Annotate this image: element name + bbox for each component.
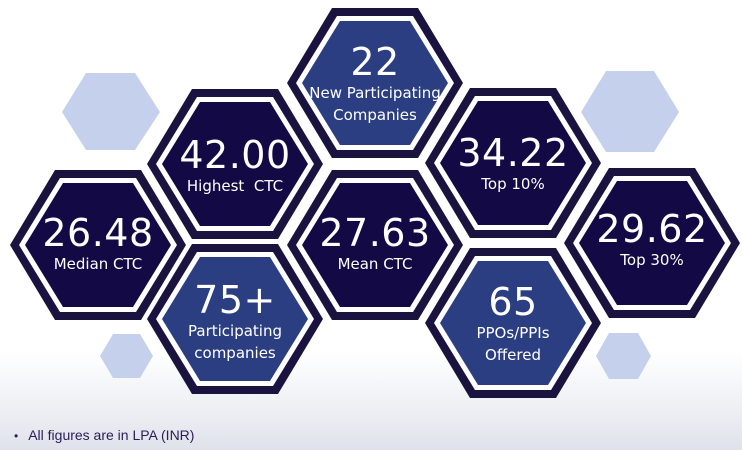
hexagon-highest-ctc — [147, 89, 323, 239]
stat-value: 65 — [488, 280, 538, 325]
stat-label-line: PPOs/PPIs — [476, 324, 550, 343]
stat-median-ctc: 26.48 Median CTC — [25, 200, 171, 290]
bullet-icon: • — [14, 429, 19, 443]
stat-label-line: Participating — [188, 322, 282, 341]
stat-label-line: Mean CTC — [337, 255, 413, 274]
stat-top30: 29.62 Top 30% — [579, 196, 725, 286]
decorative-hexagon — [62, 73, 160, 150]
hexagon-top10 — [425, 88, 601, 238]
hexagon-new-companies — [287, 8, 463, 158]
stat-value: 29.62 — [596, 207, 708, 252]
stat-value: 75+ — [194, 278, 276, 323]
decorative-hexagon — [581, 71, 679, 152]
stat-label-line: Highest CTC — [186, 177, 284, 196]
stat-label-line: Companies — [333, 105, 417, 124]
hexagon-participating — [147, 244, 323, 394]
footnote: • All figures are in LPA (INR) — [14, 427, 194, 443]
stat-new-companies: 22 New Participating Companies — [302, 30, 448, 140]
stat-participating: 75+ Participating companies — [162, 268, 308, 378]
stat-value: 22 — [350, 40, 400, 85]
stat-label-line: Top 30% — [620, 251, 684, 270]
stat-mean-ctc: 27.63 Mean CTC — [302, 200, 448, 290]
stat-label-line: Top 10% — [481, 175, 545, 194]
hexagon-ppos — [425, 248, 601, 398]
stat-value: 42.00 — [179, 133, 291, 178]
decorative-hexagon — [100, 334, 153, 378]
hexagon-mean-ctc — [287, 170, 463, 320]
stat-highest-ctc: 42.00 Highest CTC — [162, 122, 308, 212]
stat-label-line: companies — [194, 343, 276, 362]
stat-ppos: 65 PPOs/PPIs Offered — [440, 270, 586, 380]
stat-label-line: Median CTC — [53, 255, 143, 274]
stat-top10: 34.22 Top 10% — [440, 120, 586, 210]
stat-value: 27.63 — [319, 211, 431, 256]
hexagon-top30 — [564, 168, 740, 318]
stat-value: 26.48 — [42, 211, 154, 256]
stat-label-line: New Participating — [309, 84, 441, 103]
stat-label-line: Offered — [485, 345, 541, 364]
hexagon-median-ctc — [10, 170, 186, 320]
decorative-hexagon — [596, 333, 651, 379]
stat-value: 34.22 — [457, 131, 569, 176]
footnote-text: All figures are in LPA (INR) — [28, 427, 195, 443]
